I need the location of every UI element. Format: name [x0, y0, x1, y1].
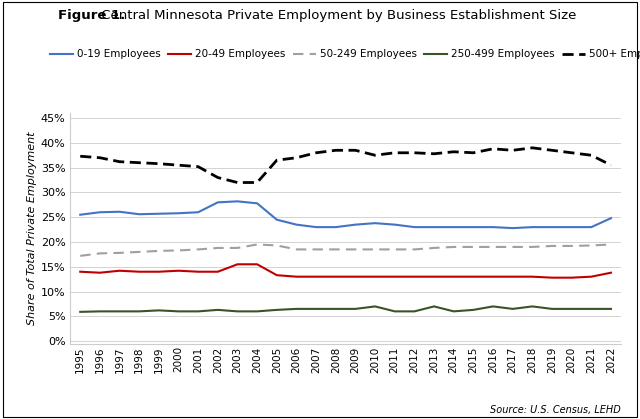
Y-axis label: Share of Total Private Employment: Share of Total Private Employment	[27, 132, 36, 325]
Text: Central Minnesota Private Employment by Business Establishment Size: Central Minnesota Private Employment by …	[97, 9, 577, 22]
Text: Figure 1.: Figure 1.	[58, 9, 125, 22]
Text: Source: U.S. Census, LEHD: Source: U.S. Census, LEHD	[490, 405, 621, 415]
Legend: 0-19 Employees, 20-49 Employees, 50-249 Employees, 250-499 Employees, 500+ Emplo: 0-19 Employees, 20-49 Employees, 50-249 …	[50, 49, 640, 59]
